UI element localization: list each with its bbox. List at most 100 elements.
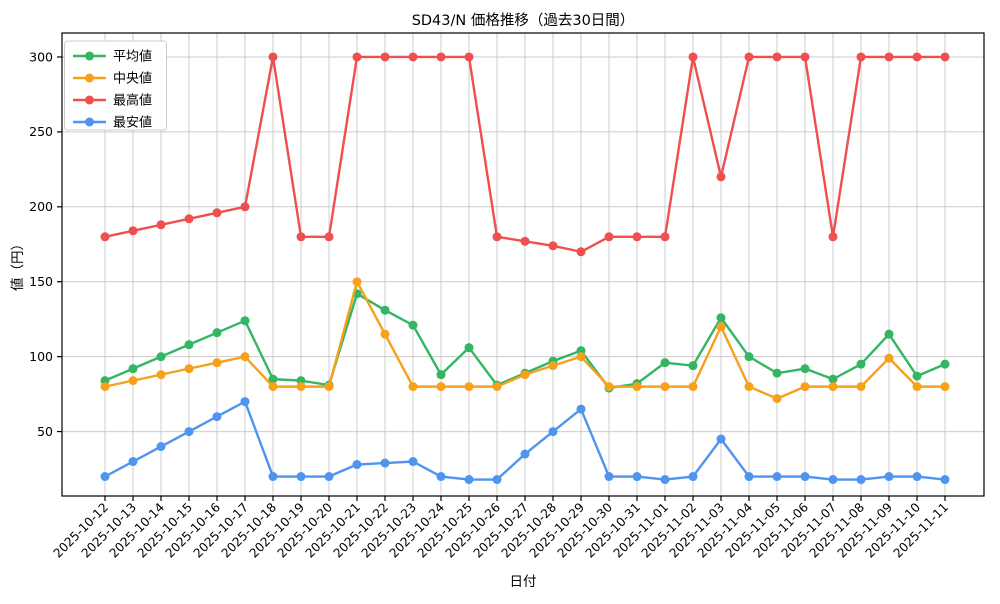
- data-point-avg: [772, 368, 782, 378]
- data-point-max: [716, 172, 726, 182]
- data-point-max: [940, 52, 950, 62]
- data-point-max: [576, 247, 586, 257]
- data-point-median: [324, 382, 334, 392]
- legend-label-median: 中央値: [113, 71, 152, 87]
- data-point-median: [240, 352, 250, 362]
- legend-marker-median: [85, 73, 94, 83]
- y-tick-label: 50: [37, 424, 53, 439]
- data-point-min: [884, 472, 894, 482]
- data-point-median: [352, 277, 362, 287]
- data-point-max: [660, 232, 670, 242]
- data-point-avg: [380, 305, 390, 315]
- data-point-median: [520, 370, 530, 380]
- data-point-max: [436, 52, 446, 62]
- data-point-min: [744, 472, 754, 482]
- data-point-median: [212, 358, 222, 368]
- data-point-max: [744, 52, 754, 62]
- data-point-max: [632, 232, 642, 242]
- data-point-min: [632, 472, 642, 482]
- data-point-median: [128, 376, 138, 386]
- data-point-max: [240, 202, 250, 212]
- y-tick-label: 300: [29, 49, 53, 64]
- data-point-min: [380, 458, 390, 468]
- data-point-min: [688, 472, 698, 482]
- data-point-min: [212, 412, 222, 422]
- data-point-median: [912, 382, 922, 392]
- y-tick-label: 200: [29, 199, 53, 214]
- data-point-avg: [408, 320, 418, 330]
- data-point-avg: [744, 352, 754, 362]
- axis-ticks: [57, 56, 946, 501]
- data-point-avg: [464, 343, 474, 353]
- data-point-max: [212, 208, 222, 218]
- legend-label-avg: 平均値: [113, 49, 152, 65]
- data-point-min: [100, 472, 110, 482]
- y-tick-label: 150: [29, 274, 53, 289]
- y-tick-labels: 50 100 150 200 250 300: [29, 49, 53, 439]
- series-min: [100, 397, 950, 485]
- data-point-avg: [660, 358, 670, 368]
- data-point-avg: [184, 340, 194, 350]
- data-point-max: [884, 52, 894, 62]
- data-point-avg: [128, 364, 138, 374]
- chart-title: SD43/N 価格推移（過去30日間）: [412, 12, 635, 29]
- data-point-min: [352, 460, 362, 470]
- y-tick-label: 100: [29, 349, 53, 364]
- data-point-max: [324, 232, 334, 242]
- data-point-min: [156, 442, 166, 452]
- data-point-max: [352, 52, 362, 62]
- data-point-max: [548, 241, 558, 251]
- data-point-min: [856, 475, 866, 485]
- data-point-max: [156, 220, 166, 230]
- data-point-max: [268, 52, 278, 62]
- data-point-avg: [800, 364, 810, 374]
- legend-item-min: 最安値: [73, 115, 152, 131]
- data-point-max: [184, 214, 194, 224]
- data-point-max: [492, 232, 502, 242]
- data-point-max: [688, 52, 698, 62]
- data-point-avg: [688, 361, 698, 371]
- data-point-median: [100, 382, 110, 392]
- data-point-avg: [856, 359, 866, 369]
- data-point-min: [128, 457, 138, 467]
- legend-item-median: 中央値: [73, 71, 152, 87]
- data-point-min: [268, 472, 278, 482]
- data-point-median: [408, 382, 418, 392]
- data-point-median: [856, 382, 866, 392]
- data-point-min: [912, 472, 922, 482]
- data-point-avg: [156, 352, 166, 362]
- data-point-median: [940, 382, 950, 392]
- legend-label-min: 最安値: [113, 115, 152, 131]
- legend-item-max: 最高値: [73, 93, 152, 109]
- data-point-median: [828, 382, 838, 392]
- gridlines: [62, 33, 984, 496]
- data-point-min: [576, 404, 586, 414]
- data-point-max: [100, 232, 110, 242]
- data-point-avg: [940, 359, 950, 369]
- data-point-median: [380, 329, 390, 339]
- data-point-avg: [436, 370, 446, 380]
- data-point-max: [912, 52, 922, 62]
- legend-item-avg: 平均値: [73, 49, 152, 65]
- data-point-min: [520, 449, 530, 459]
- series-lines: [100, 52, 950, 485]
- data-point-min: [492, 475, 502, 485]
- data-point-median: [632, 382, 642, 392]
- data-point-median: [184, 364, 194, 374]
- data-point-avg: [268, 374, 278, 384]
- data-point-median: [492, 382, 502, 392]
- data-point-max: [800, 52, 810, 62]
- data-point-median: [464, 382, 474, 392]
- series-median: [100, 277, 950, 404]
- data-point-avg: [240, 316, 250, 326]
- data-point-min: [828, 475, 838, 485]
- data-point-min: [296, 472, 306, 482]
- data-point-median: [884, 353, 894, 363]
- data-point-min: [548, 427, 558, 437]
- data-point-median: [660, 382, 670, 392]
- data-point-max: [464, 52, 474, 62]
- data-point-min: [604, 472, 614, 482]
